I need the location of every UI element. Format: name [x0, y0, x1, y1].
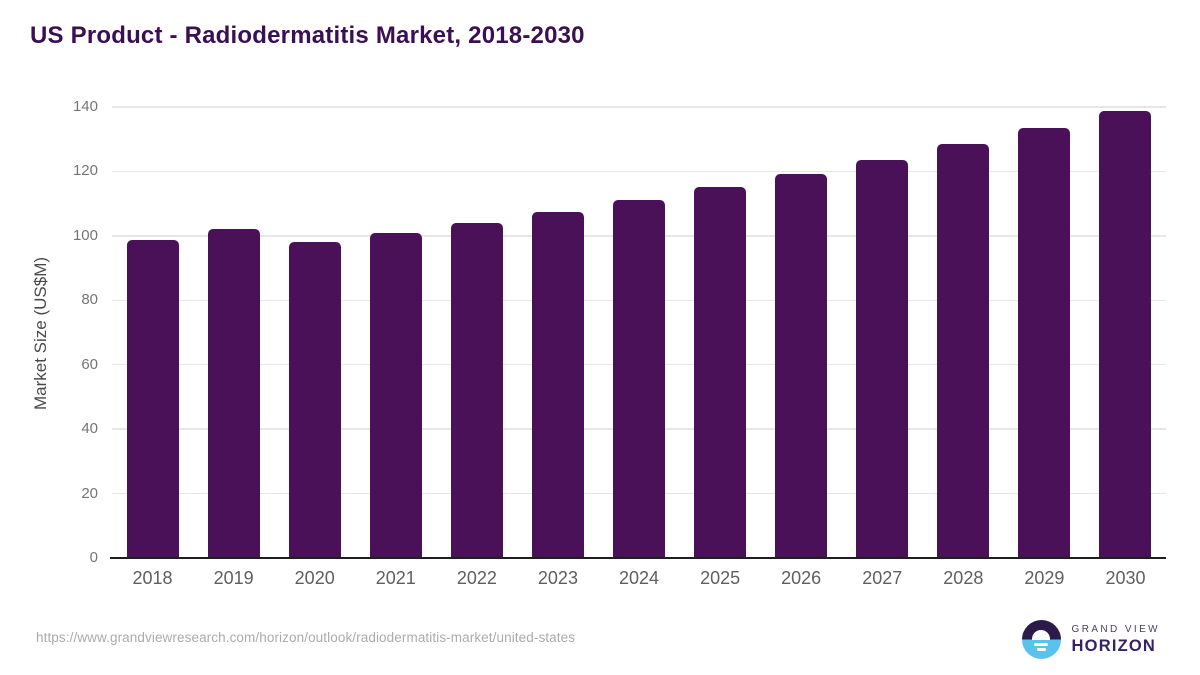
x-tick-label-2024: 2024	[618, 568, 660, 588]
grand-view-horizon-logo[interactable]: GRAND VIEW HORIZON	[1021, 620, 1160, 659]
bar-2021[interactable]	[369, 232, 422, 558]
x-axis-line	[110, 557, 1166, 559]
bar-2019[interactable]	[207, 228, 260, 558]
logo-grand-view-label: GRAND VIEW	[1071, 623, 1160, 635]
y-tick-label-80: 80	[81, 291, 98, 309]
y-tick-label-60: 60	[81, 355, 98, 373]
bar-2026[interactable]	[775, 173, 828, 558]
x-tick-label-2030: 2030	[1105, 568, 1146, 588]
bar-slot-2025	[680, 107, 761, 558]
bar-slot-2018	[112, 107, 193, 558]
bar-slot-2023	[517, 107, 598, 558]
sun-shape	[1032, 630, 1051, 640]
bar-2018[interactable]	[126, 240, 179, 558]
x-tick-label-2021: 2021	[375, 568, 416, 588]
sun-reflection-bar-2	[1036, 648, 1046, 651]
bar-2028[interactable]	[937, 143, 990, 558]
bar-slot-2019	[193, 107, 274, 558]
x-tick-label-2026: 2026	[781, 568, 822, 588]
x-tick-label-2022: 2022	[456, 568, 497, 588]
bar-slot-2028	[923, 107, 1004, 558]
sunrise-logo-icon	[1021, 620, 1061, 659]
x-tick-label-2025: 2025	[700, 568, 741, 588]
bar-slot-2022	[436, 107, 517, 558]
bar-2029[interactable]	[1018, 127, 1071, 558]
x-tick-label-2019: 2019	[213, 568, 254, 588]
y-tick-label-40: 40	[81, 420, 98, 438]
logo-horizon-label: HORIZON	[1071, 636, 1157, 655]
bar-slot-2029	[1004, 107, 1085, 558]
gridline-120	[112, 170, 1166, 173]
y-tick-label-140: 140	[72, 98, 98, 115]
bar-slot-2026	[761, 107, 842, 558]
y-tick-label-100: 100	[72, 226, 98, 244]
sun-reflection-bar-1	[1034, 642, 1049, 646]
x-axis-tick-labels: 2018 2019 2020 2021 2022 2023 2024 2025 2026 2027…	[112, 568, 1166, 589]
bar-2023[interactable]	[531, 212, 584, 558]
y-tick-label-20: 20	[81, 484, 98, 502]
bar-2022[interactable]	[450, 222, 503, 558]
bar-slot-2027	[842, 107, 923, 558]
bar-2027[interactable]	[856, 160, 909, 558]
bar-slot-2020	[274, 107, 355, 558]
x-tick-label-2023: 2023	[537, 568, 578, 588]
x-tick-label-2028: 2028	[943, 568, 984, 588]
bar-2030[interactable]	[1099, 110, 1152, 558]
chart-title: US Product - Radiodermatitis Market, 201…	[30, 22, 585, 49]
x-tick-label-2018: 2018	[132, 568, 173, 588]
source-url: https://www.grandviewresearch.com/horizo…	[36, 630, 576, 645]
bar-slot-2021	[355, 107, 436, 558]
logo-text: GRAND VIEW HORIZON	[1072, 624, 1160, 656]
y-tick-label-0: 0	[89, 549, 98, 566]
bars-container	[112, 107, 1166, 558]
x-tick-label-2027: 2027	[862, 568, 903, 588]
y-tick-label-120: 120	[72, 162, 98, 180]
bar-2024[interactable]	[613, 199, 665, 558]
bar-slot-2024	[598, 107, 679, 558]
plot-area	[110, 106, 1166, 559]
x-tick-label-2020: 2020	[294, 568, 335, 588]
bar-slot-2030	[1085, 107, 1166, 558]
x-tick-label-2029: 2029	[1024, 568, 1065, 588]
gridline-140	[112, 106, 1166, 108]
bar-2025[interactable]	[694, 186, 747, 558]
bar-2020[interactable]	[288, 242, 341, 558]
